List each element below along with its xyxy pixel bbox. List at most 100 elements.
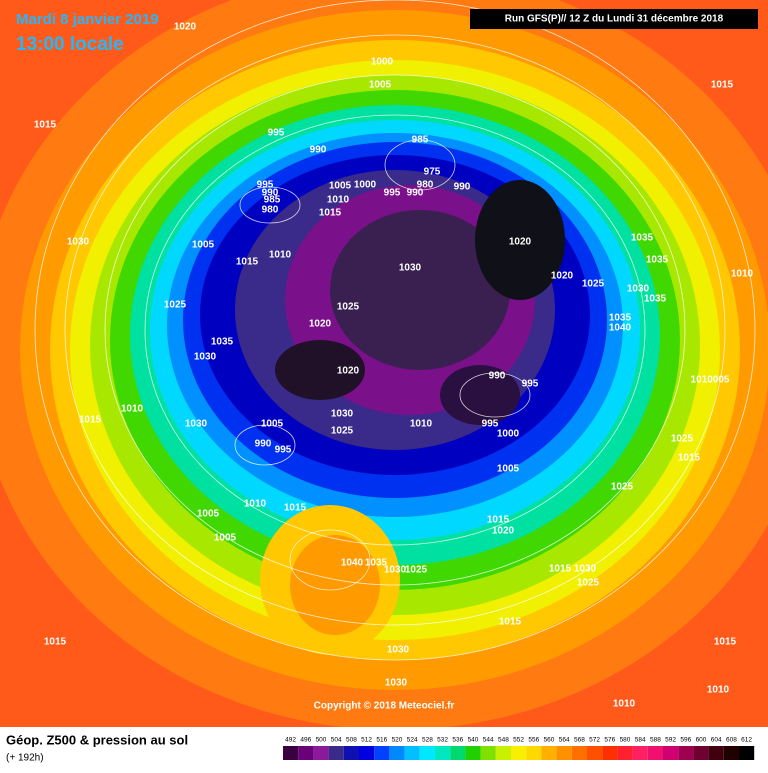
run-box (470, 9, 758, 29)
isobar-label: 1040 (341, 558, 364, 569)
isobar-label: 980 (417, 180, 434, 191)
copyright: Copyright © 2018 Meteociel.fr (314, 701, 455, 712)
run-info: Run GFS(P)// 12 Z du Lundi 31 décembre 2… (505, 14, 724, 25)
legend-swatch (374, 746, 390, 760)
legend-swatch (404, 746, 420, 760)
lead-time: (+ 192h) (6, 753, 44, 764)
isobar-label: 1020 (492, 526, 515, 537)
isobar-label: 985 (412, 135, 429, 146)
isobar (64, 34, 726, 626)
isobar-label: 1030 (387, 645, 410, 656)
isobar-label: 1010 (269, 250, 292, 261)
isobar-label: 1025 (164, 300, 187, 311)
isobar-label: 995 (257, 180, 274, 191)
field-band (475, 180, 565, 300)
isobar (289, 529, 371, 591)
legend-swatch (419, 746, 435, 760)
legend-label: 560 (544, 737, 555, 744)
legend-swatch (556, 746, 572, 760)
isobar-label: 1030 (194, 352, 217, 363)
legend-swatch (526, 746, 542, 760)
legend-label: 532 (437, 737, 448, 744)
legend-swatch (587, 746, 603, 760)
isobar (144, 114, 646, 546)
legend-label: 588 (650, 737, 661, 744)
legend-swatch (343, 746, 359, 760)
isobar-label: 995 (522, 379, 539, 390)
isobar-label: 1000 (371, 57, 394, 68)
isobar (34, 0, 756, 661)
isobar-label: 1015 (319, 208, 342, 219)
isobar-label: 990 (407, 188, 424, 199)
legend-label: 552 (513, 737, 524, 744)
time: 13:00 locale (16, 34, 124, 55)
isobar-label: 1000 (354, 180, 377, 191)
geopotential-field (0, 0, 768, 727)
isobar-label: 1025 (611, 482, 634, 493)
field-band (440, 365, 520, 425)
legend-swatch (480, 746, 496, 760)
legend-swatch (298, 746, 314, 760)
isobar-label: 1020 (174, 22, 197, 33)
footer-title: Géop. Z500 & pression au sol (6, 732, 188, 747)
isobar-label: 985 (264, 195, 281, 206)
isobar-label: 1005 (261, 419, 284, 430)
legend-label: 504 (331, 737, 342, 744)
legend-swatch (465, 746, 481, 760)
legend-label: 592 (665, 737, 676, 744)
legend-swatch (571, 746, 587, 760)
field-band (275, 340, 365, 400)
legend-label: 580 (620, 737, 631, 744)
legend-label: 600 (696, 737, 707, 744)
isobar-label: 1010 (121, 404, 144, 415)
legend-swatch (313, 746, 329, 760)
isobar-label: 1035 (646, 255, 669, 266)
isobar-label: 1010 (327, 195, 350, 206)
isobar (239, 186, 301, 224)
isobar-label: 1005 (197, 509, 220, 520)
legend-swatch (647, 746, 663, 760)
legend-label: 540 (468, 737, 479, 744)
isobar-label: 1015 (678, 453, 701, 464)
color-legend: 492 496 500 504 508 512 516 520 524 528 532 536 540 5… (283, 737, 755, 760)
field-band (290, 535, 380, 635)
legend-swatch (389, 746, 405, 760)
isobar-label: 995 (482, 419, 499, 430)
legend-swatch (632, 746, 648, 760)
isobar-label: 1015 (487, 515, 510, 526)
legend-swatch (511, 746, 527, 760)
legend-label: 556 (528, 737, 539, 744)
legend-swatch (602, 746, 618, 760)
legend-swatch (739, 746, 755, 760)
legend-swatch (678, 746, 694, 760)
legend-label: 496 (300, 737, 311, 744)
isobar-label: 1010 (731, 269, 754, 280)
legend-label: 544 (483, 737, 494, 744)
isobar-label: 1010005 (691, 375, 730, 386)
isobar-label: 1015 (284, 503, 307, 514)
legend-swatch (450, 746, 466, 760)
isobar-label: 1005 (369, 80, 392, 91)
isobar-label: 1030 (185, 419, 208, 430)
isobar (104, 74, 686, 586)
isobar-label: 1035 (609, 313, 632, 324)
legend-label: 548 (498, 737, 509, 744)
isobar (234, 424, 296, 466)
isobar-label: 990 (255, 439, 272, 450)
field-band (330, 210, 510, 370)
isobar-label: 1035 (631, 233, 654, 244)
isobar-label: 990 (262, 188, 279, 199)
isobar-label: 1030 (574, 564, 597, 575)
legend-label: 608 (726, 737, 737, 744)
isobar-label: 995 (384, 188, 401, 199)
isobar-label: 1010 (707, 685, 730, 696)
legend-label: 508 (346, 737, 357, 744)
legend-label: 520 (392, 737, 403, 744)
isobar-label: 1020 (337, 366, 360, 377)
legend-label: 564 (559, 737, 570, 744)
legend-swatch (495, 746, 511, 760)
isobar-label: 1010 (410, 419, 433, 430)
isobar-label: 1005 (497, 464, 520, 475)
